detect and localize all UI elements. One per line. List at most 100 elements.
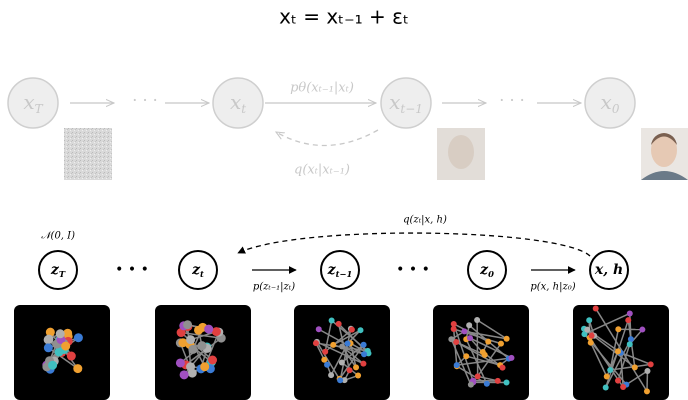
atom (448, 336, 454, 342)
atom (176, 358, 185, 367)
atom (73, 364, 82, 373)
atom (615, 348, 621, 354)
title: xₜ = xₜ₋₁ + εₜ (279, 5, 409, 29)
atom (322, 349, 328, 355)
atom (44, 343, 53, 352)
atom (61, 342, 70, 351)
atom (328, 372, 334, 378)
atom (361, 342, 367, 348)
atom (183, 320, 192, 329)
atom (56, 329, 65, 338)
atom (500, 365, 506, 371)
atom (339, 359, 345, 365)
atom (463, 353, 469, 359)
atom (188, 345, 197, 354)
atom (593, 305, 599, 311)
node-label: x, h (594, 262, 623, 278)
atom (589, 333, 595, 339)
node-base: x, h (594, 262, 623, 278)
node-sub: t (241, 102, 246, 116)
noise-image (64, 128, 112, 180)
atom (639, 327, 645, 333)
bottom-diagram: 𝒩(0, I) • • • • • • p(zₜ₋₁|zₜ) p(x, h|z₀… (41, 215, 590, 293)
node-sub: t (200, 269, 204, 279)
atom (604, 373, 610, 379)
atom (508, 355, 514, 361)
atom (347, 367, 353, 373)
atom (345, 341, 351, 347)
atom (607, 367, 613, 373)
atom (349, 327, 355, 333)
ellipsis: • • • (115, 262, 149, 278)
dashed-arrow (276, 130, 378, 146)
diagram: xₜ = xₜ₋₁ + εₜ · · · · · · pθ(xₜ₋₁|xₜ) q… (0, 0, 688, 400)
ellipsis: · · · (499, 91, 524, 110)
edge-label: p(x, h|z₀) (530, 282, 575, 293)
atom (603, 385, 609, 391)
node-sub: T (59, 269, 66, 279)
atom (360, 361, 366, 367)
atom (361, 351, 367, 357)
atom (48, 361, 57, 370)
edge-label: p(zₜ₋₁|zₜ) (253, 282, 295, 293)
atom (204, 325, 213, 334)
molecule-panel (294, 305, 390, 400)
ellipsis: · · · (132, 91, 157, 110)
node-sub: T (35, 102, 44, 116)
edge-label: q(zₜ|x, h) (403, 215, 447, 226)
atom (208, 356, 217, 365)
edge-label: pθ(xₜ₋₁|xₜ) (290, 81, 354, 96)
ellipsis: • • • (396, 262, 430, 278)
atom (632, 364, 638, 370)
atom (475, 373, 481, 379)
atom (648, 361, 654, 367)
atom (357, 327, 363, 333)
atom (313, 340, 319, 346)
atom (330, 342, 336, 348)
atom (451, 321, 457, 327)
atom (468, 382, 474, 388)
atom (212, 327, 221, 336)
atom (180, 370, 189, 379)
atom (197, 341, 206, 350)
atom (586, 317, 592, 323)
atom (480, 349, 486, 355)
atom (186, 362, 195, 371)
atom (485, 339, 491, 345)
atom (588, 340, 594, 346)
atom (454, 362, 460, 368)
face-image (437, 128, 485, 180)
atom (615, 378, 621, 384)
atom (74, 333, 83, 342)
atom (467, 335, 473, 341)
atom (474, 317, 480, 323)
prior-label: 𝒩(0, I) (41, 231, 75, 242)
atom (355, 373, 361, 379)
node-sub: t−1 (400, 102, 423, 116)
atom (466, 322, 472, 328)
node-base: x (389, 90, 400, 114)
atom (353, 364, 359, 370)
node-base: x (230, 90, 241, 114)
atom (504, 380, 510, 386)
atom (644, 388, 650, 394)
atom (627, 310, 633, 316)
bond (477, 320, 478, 376)
node-sub: 0 (488, 269, 494, 279)
atom (200, 362, 209, 371)
atom (461, 328, 467, 334)
atom (336, 321, 342, 327)
atom (339, 344, 345, 350)
atom (44, 335, 53, 344)
node-base: x (23, 90, 34, 114)
atom (625, 317, 631, 323)
atom (584, 327, 590, 333)
atom (628, 336, 634, 342)
atom (495, 378, 501, 384)
edge-label: q(xₜ|xₜ₋₁) (294, 163, 350, 178)
node-sub: t−1 (336, 269, 353, 279)
atom (321, 357, 327, 363)
atom (498, 341, 504, 347)
node-sub: 0 (612, 102, 620, 116)
atom (620, 384, 626, 390)
